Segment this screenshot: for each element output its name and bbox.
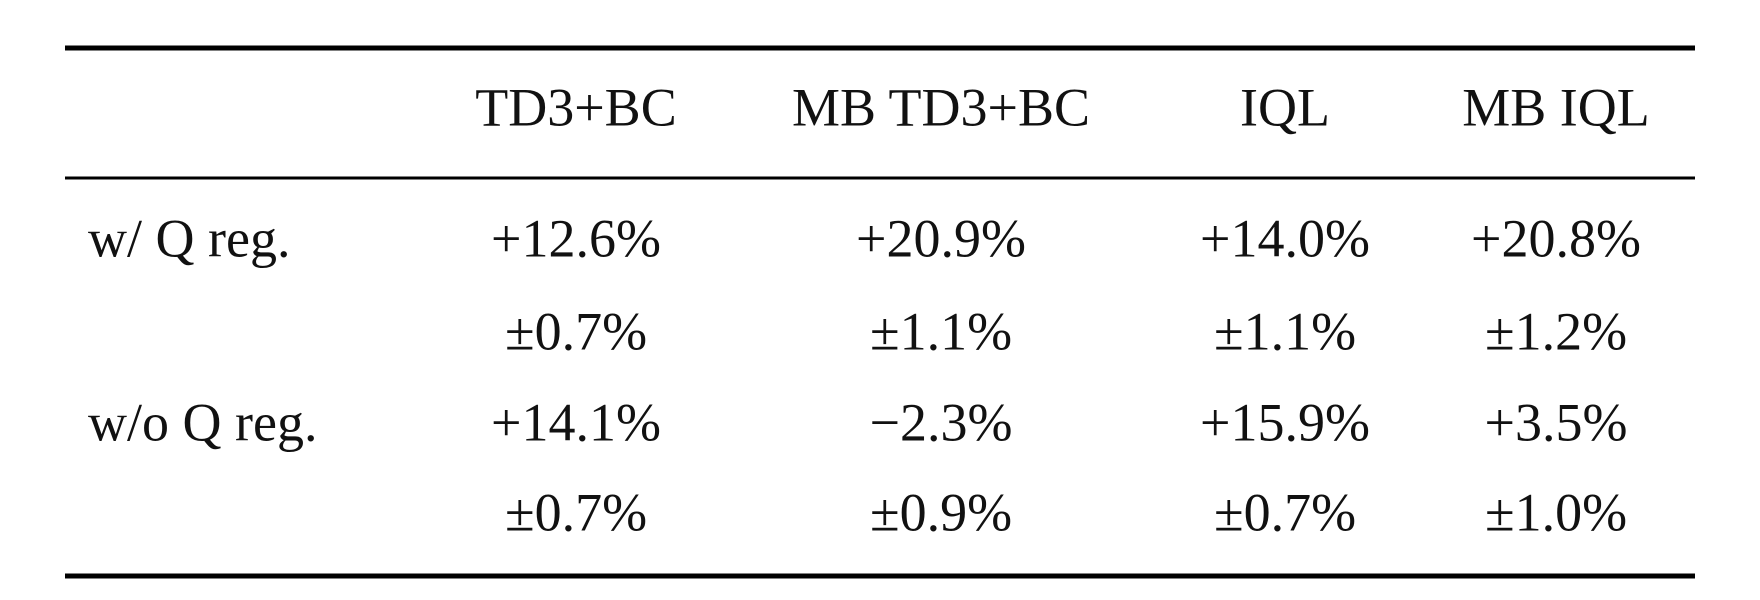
cell-mean: +14.0% (1200, 208, 1370, 268)
cell-std: ±0.7% (1214, 482, 1356, 542)
cell-std: ±1.0% (1485, 482, 1627, 542)
cell-std: ±1.2% (1485, 301, 1627, 361)
cell-mean: +20.8% (1471, 208, 1641, 268)
cell-std: ±0.7% (505, 482, 647, 542)
row-label: w/ Q reg. (88, 208, 290, 268)
cell-mean: +15.9% (1200, 392, 1370, 452)
cell-std: ±1.1% (1214, 301, 1356, 361)
cell-mean: +14.1% (491, 392, 661, 452)
row-label: w/o Q reg. (88, 392, 317, 452)
column-header: MB IQL (1462, 77, 1650, 137)
column-header: IQL (1240, 77, 1330, 137)
cell-mean: +12.6% (491, 208, 661, 268)
cell-mean: +3.5% (1485, 392, 1628, 452)
column-header: TD3+BC (475, 77, 676, 137)
column-header: MB TD3+BC (792, 77, 1090, 137)
cell-std: ±0.9% (870, 482, 1012, 542)
cell-std: ±1.1% (870, 301, 1012, 361)
cell-std: ±0.7% (505, 301, 647, 361)
cell-mean: −2.3% (870, 392, 1013, 452)
cell-mean: +20.9% (856, 208, 1026, 268)
